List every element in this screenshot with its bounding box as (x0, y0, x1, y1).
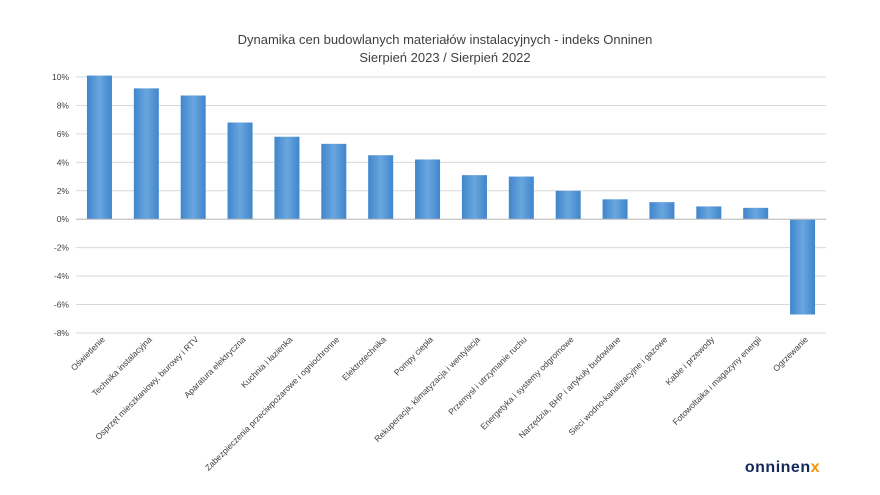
x-tick-label: Energetyka i systemy odgromowe (478, 334, 575, 431)
bar (461, 175, 487, 220)
y-tick-label: 4% (57, 157, 70, 167)
bar (415, 159, 441, 220)
y-tick-label: -8% (54, 328, 70, 338)
bar (602, 199, 628, 220)
bar (368, 155, 394, 220)
bar (508, 176, 534, 220)
y-tick-label: 0% (57, 214, 70, 224)
x-tick-label: Sieci wodno-kanalizacyjne i gazowe (566, 334, 669, 437)
onninen-logo: onninenx (744, 459, 820, 476)
x-tick-label: Elektrotechnika (340, 334, 388, 382)
bar (649, 202, 675, 220)
y-tick-label: -4% (54, 271, 70, 281)
x-tick-label: Osprzęt mieszkaniowy, biurowy i RTV (93, 334, 201, 442)
y-tick-label: -2% (54, 243, 70, 253)
bar (321, 143, 347, 220)
y-tick-label: 6% (57, 129, 70, 139)
x-tick-label: Przemysł i utrzymanie ruchu (446, 334, 529, 417)
y-tick-label: 2% (57, 186, 70, 196)
bar (555, 190, 581, 220)
x-tick-label: Narzędzia, BHP i artykuły budowlane (517, 334, 623, 440)
bar (227, 122, 253, 220)
x-tick-label: Kable i przewody (663, 334, 716, 387)
bar (86, 75, 112, 220)
x-tick-label: Ogrzewanie (771, 334, 810, 373)
y-tick-label: 8% (57, 100, 70, 110)
y-tick-label: 10% (52, 72, 69, 82)
chart-subtitle: Sierpień 2023 / Sierpień 2022 (359, 50, 530, 65)
x-tick-label: Pompy ciepła (392, 334, 435, 377)
chart-title: Dynamika cen budowlanych materiałów inst… (238, 32, 653, 47)
bars (86, 75, 816, 315)
bar (790, 219, 816, 315)
y-axis: 10% 8% 6% 4% 2% 0% -2% -4% -6% -8% (52, 72, 69, 338)
bar (133, 88, 159, 220)
bar (274, 136, 300, 220)
y-tick-label: -6% (54, 300, 70, 310)
x-tick-label: Oświetlenie (69, 334, 107, 372)
bar (743, 207, 769, 220)
x-tick-label: Fotowoltaika i magazyny energii (671, 334, 764, 427)
bar (696, 206, 722, 220)
bar (180, 95, 206, 220)
